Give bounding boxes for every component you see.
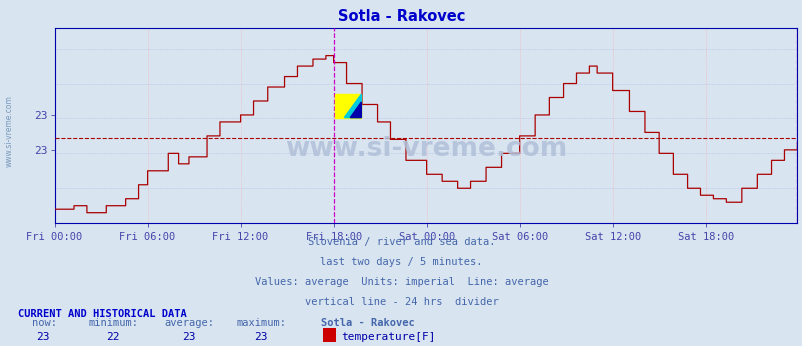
Text: 22: 22 bbox=[106, 332, 119, 342]
Text: Values: average  Units: imperial  Line: average: Values: average Units: imperial Line: av… bbox=[254, 277, 548, 287]
Text: Slovenia / river and sea data.: Slovenia / river and sea data. bbox=[307, 237, 495, 247]
Text: CURRENT AND HISTORICAL DATA: CURRENT AND HISTORICAL DATA bbox=[18, 309, 186, 319]
Text: www.si-vreme.com: www.si-vreme.com bbox=[285, 136, 566, 162]
Text: 23: 23 bbox=[36, 332, 50, 342]
Text: www.si-vreme.com: www.si-vreme.com bbox=[5, 95, 14, 167]
Text: temperature[F]: temperature[F] bbox=[341, 332, 435, 342]
Text: last two days / 5 minutes.: last two days / 5 minutes. bbox=[320, 257, 482, 267]
Text: vertical line - 24 hrs  divider: vertical line - 24 hrs divider bbox=[304, 297, 498, 307]
Polygon shape bbox=[334, 94, 361, 118]
Text: 23: 23 bbox=[182, 332, 196, 342]
Polygon shape bbox=[344, 94, 361, 118]
Polygon shape bbox=[350, 102, 361, 118]
Text: 23: 23 bbox=[254, 332, 268, 342]
Text: Sotla - Rakovec: Sotla - Rakovec bbox=[338, 9, 464, 24]
Text: maximum:: maximum: bbox=[237, 318, 286, 328]
Text: average:: average: bbox=[164, 318, 214, 328]
Text: now:: now: bbox=[32, 318, 57, 328]
Text: Sotla - Rakovec: Sotla - Rakovec bbox=[321, 318, 415, 328]
Text: minimum:: minimum: bbox=[88, 318, 138, 328]
